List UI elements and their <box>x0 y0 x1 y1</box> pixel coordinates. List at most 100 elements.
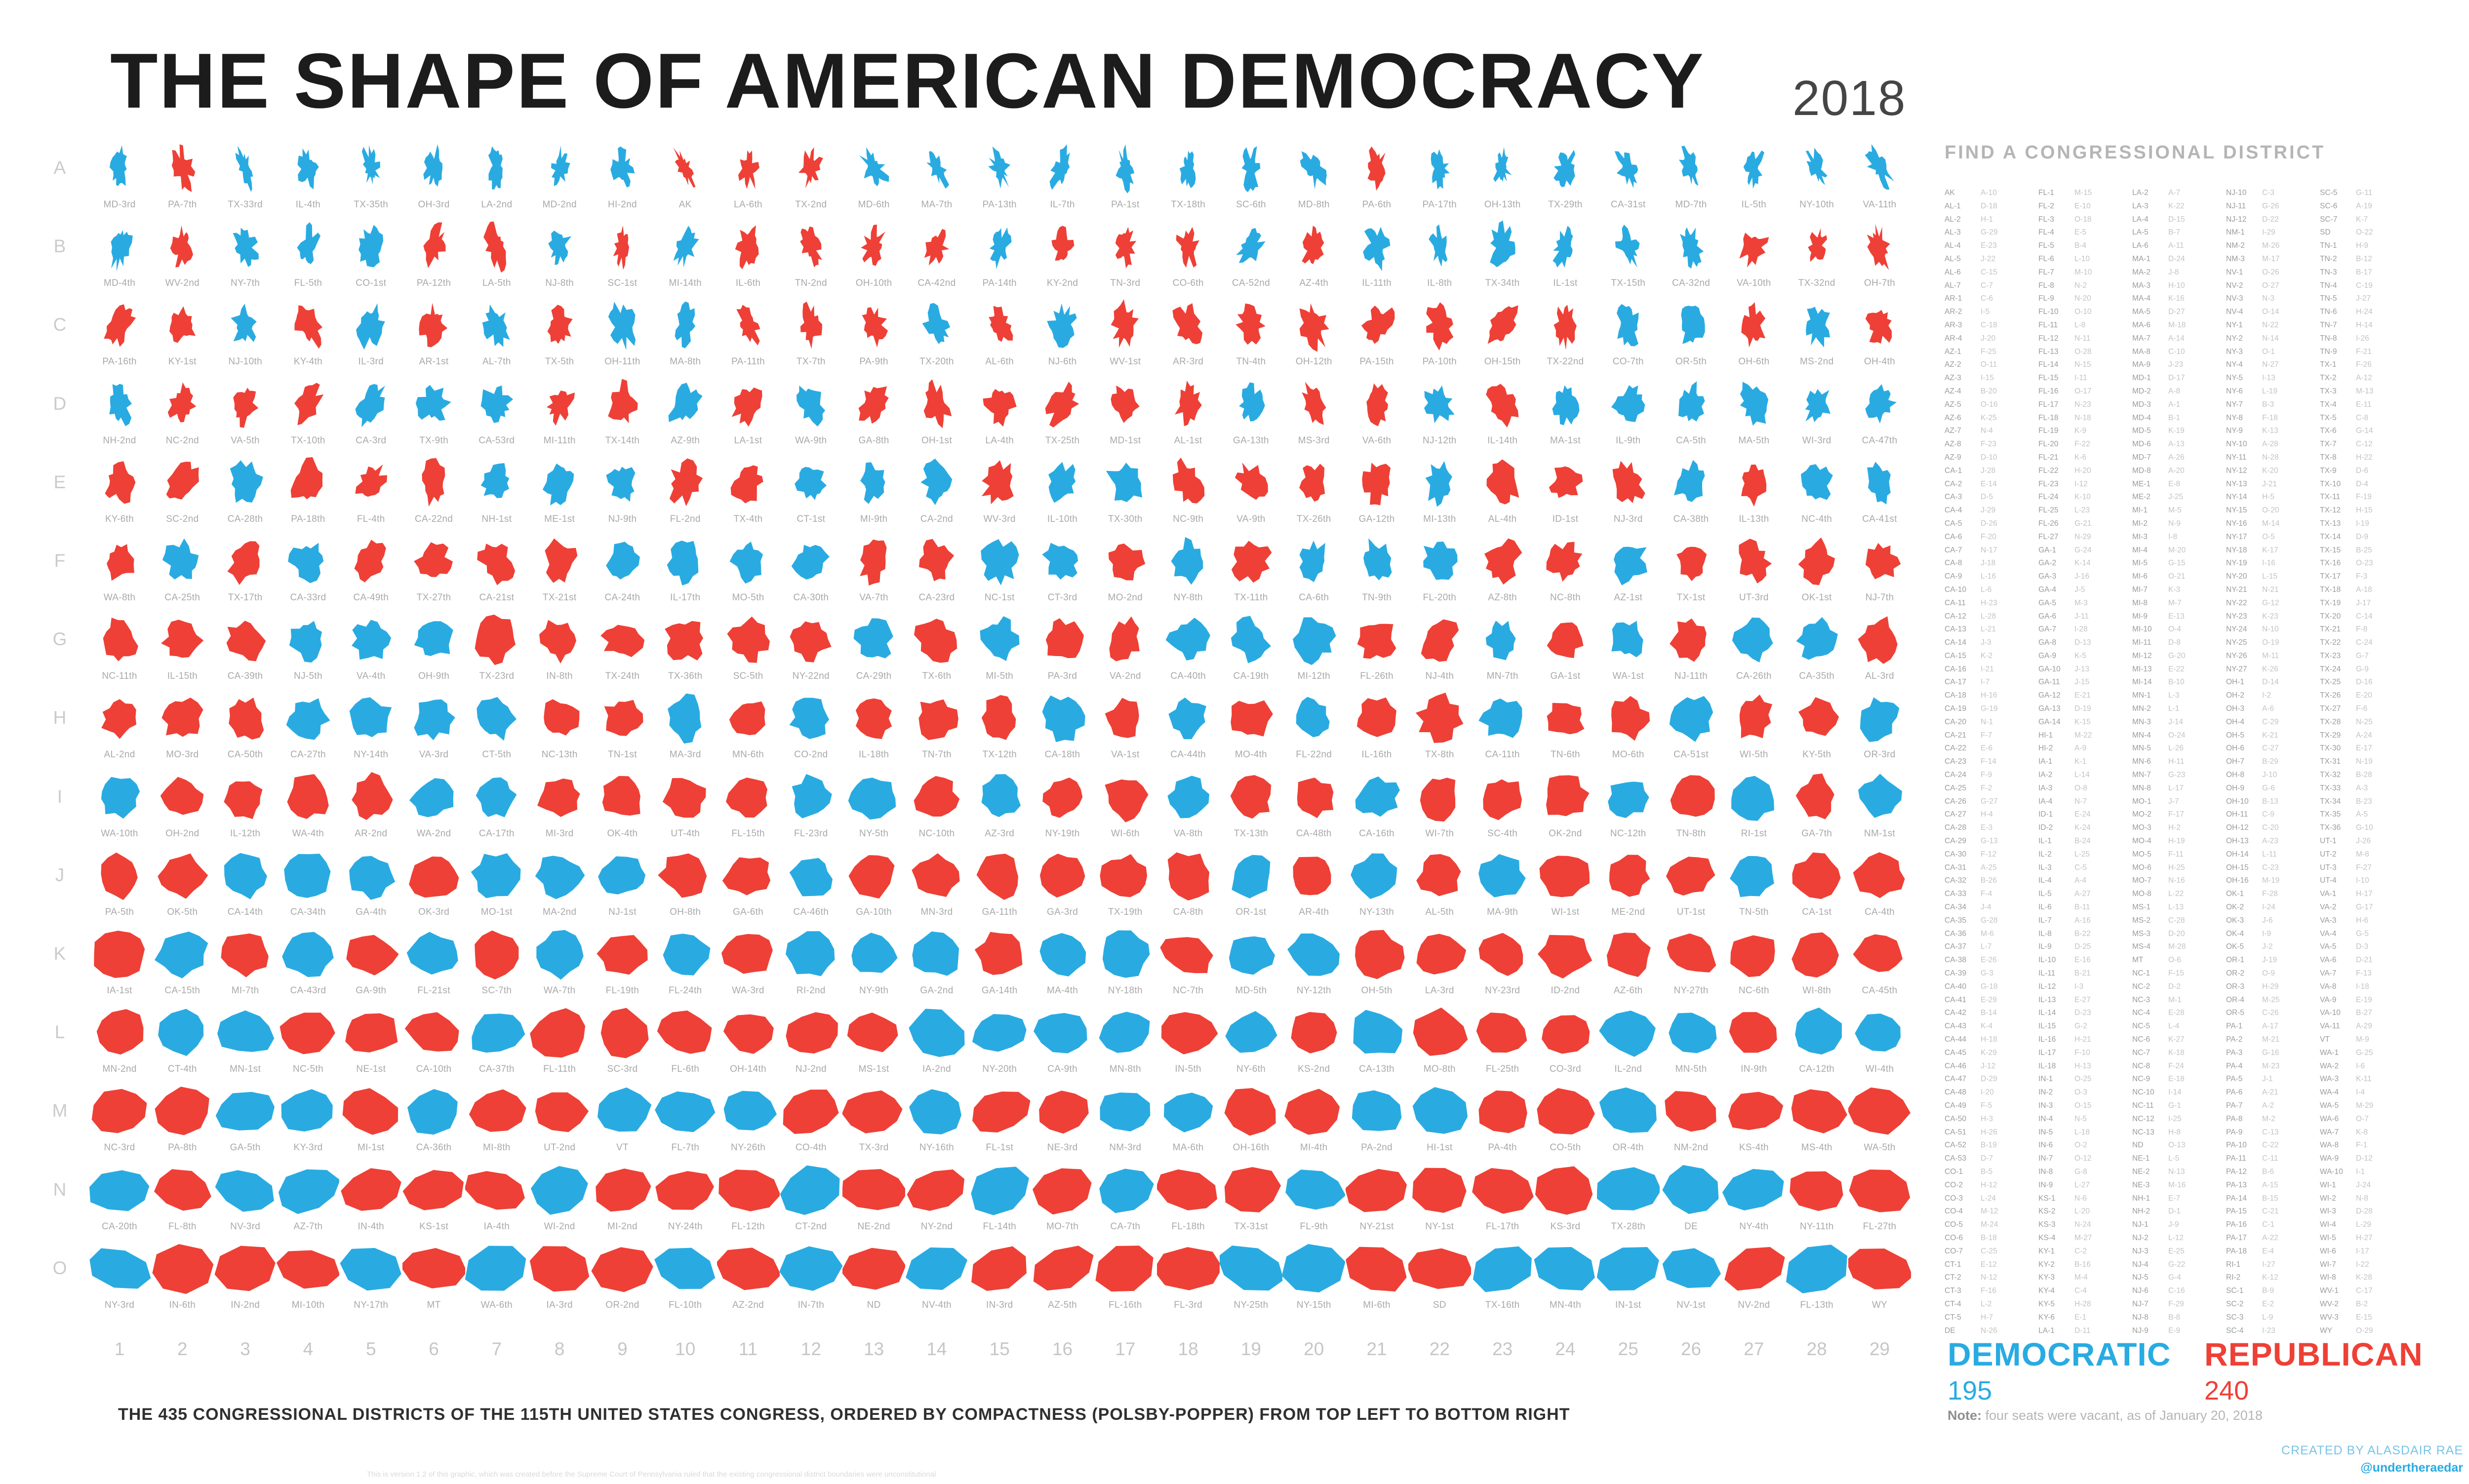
district-cell: CA-47th <box>1848 375 1911 446</box>
district-label: CA-53rd <box>478 435 515 446</box>
index-entry-district: OR-3 <box>2226 982 2245 991</box>
index-entry: WV-1 C-17 <box>2320 1287 2414 1300</box>
index-entry-ref: J-22 <box>1981 254 1996 263</box>
district-label: TX-22nd <box>1547 356 1584 367</box>
index-entry-district: NC-10 <box>2132 1088 2154 1097</box>
district-label: IL-15th <box>167 671 198 682</box>
index-entry-district: NY-20 <box>2226 572 2247 581</box>
index-entry-ref: L-10 <box>2074 254 2090 263</box>
district-shape <box>1853 852 1905 898</box>
district-cell: VA-4th <box>340 610 402 682</box>
district-cell: CO-2nd <box>780 689 842 760</box>
district-cell: GA-2nd <box>905 925 968 996</box>
index-entry: VA-4 G-5 <box>2320 930 2414 943</box>
district-shape <box>912 931 959 976</box>
index-entry-ref: G-20 <box>2168 651 2186 660</box>
index-entry: GA-14 K-15 <box>2038 718 2132 731</box>
district-cell: NJ-8th <box>528 217 591 289</box>
index-entry: OH-13 A-23 <box>2226 837 2320 850</box>
index-entry: CA-4 J-29 <box>1945 506 2038 519</box>
index-entry-district: CA-38 <box>1945 956 1966 965</box>
index-entry-district: KY-3 <box>2038 1273 2055 1282</box>
column-number: 27 <box>1744 1339 1764 1359</box>
district-label: IN-5th <box>1175 1064 1201 1075</box>
district-cell: TX-4th <box>717 453 779 525</box>
index-entry-ref: F-28 <box>2262 890 2278 898</box>
district-shape <box>282 932 334 977</box>
index-entry: OH-2 I-2 <box>2226 691 2320 704</box>
district-cell: NY-5th <box>842 768 905 839</box>
district-label: OH-13th <box>1484 199 1521 210</box>
district-shape <box>980 616 1020 662</box>
index-entry-ref: K-14 <box>2074 559 2091 568</box>
index-entry: NY-7 B-3 <box>2226 400 2320 414</box>
index-entry: AL-6 C-15 <box>1945 268 2038 281</box>
index-entry-ref: H-17 <box>2356 890 2373 898</box>
index-entry: IN-9 L-27 <box>2038 1181 2132 1194</box>
district-label: PA-15th <box>1359 356 1394 367</box>
index-entry-ref: B-21 <box>2074 969 2091 978</box>
district-cell: MA-4th <box>1031 925 1094 996</box>
index-entry: MI-2 N-9 <box>2132 519 2226 533</box>
index-entry: OR-5 C-26 <box>2226 1009 2320 1022</box>
index-entry-district: IN-5 <box>2038 1128 2053 1136</box>
index-entry-ref: C-4 <box>2074 1287 2087 1295</box>
index-entry-ref: F-9 <box>1981 771 1992 780</box>
index-entry-ref: G-14 <box>2356 427 2373 435</box>
district-shape <box>471 853 521 898</box>
district-label: NC-8th <box>1550 592 1581 603</box>
index-entry-district: CA-48 <box>1945 1088 1966 1097</box>
index-entry: MD-3 A-1 <box>2132 400 2226 414</box>
district-cell: NJ-3rd <box>1597 453 1660 525</box>
index-entry-ref: K-2 <box>1981 651 1993 660</box>
district-label: NY-14th <box>354 749 389 760</box>
district-shape <box>1549 466 1583 498</box>
index-entry-ref: G-28 <box>1981 916 1998 925</box>
index-entry: KS-1 N-6 <box>2038 1194 2132 1208</box>
index-entry-ref: M-1 <box>2168 995 2182 1004</box>
index-entry: TX-4 E-11 <box>2320 400 2414 414</box>
index-entry-ref: A-25 <box>1981 863 1997 872</box>
index-entry-district: PA-1 <box>2226 1022 2243 1031</box>
district-label: MN-3rd <box>920 906 953 917</box>
district-cell: CA-36th <box>402 1082 465 1153</box>
district-shape <box>920 458 953 505</box>
index-entry: MD-7 A-26 <box>2132 453 2226 467</box>
district-shape <box>1293 857 1331 896</box>
index-entry: OH-7 B-29 <box>2226 757 2320 771</box>
district-shape <box>1478 933 1523 976</box>
district-label: KY-5th <box>1802 749 1832 760</box>
index-entry-district: TX-17 <box>2320 572 2341 581</box>
district-cell: GA-13th <box>1220 375 1282 446</box>
index-entry-district: RI-1 <box>2226 1260 2241 1269</box>
district-shape <box>1542 1015 1590 1054</box>
index-entry-district: WA-6 <box>2320 1114 2339 1123</box>
index-entry-district: FL-25 <box>2038 506 2059 515</box>
index-entry-ref: M-24 <box>1981 1220 1998 1229</box>
index-entry: NY-2 N-14 <box>2226 334 2320 348</box>
index-entry: TX-10 D-4 <box>2320 480 2414 493</box>
index-entry-district: PA-4 <box>2226 1061 2243 1070</box>
district-label: NY-25th <box>1234 1299 1269 1310</box>
district-label: OH-4th <box>1864 356 1895 367</box>
index-entry: FL-3 O-18 <box>2038 215 2132 229</box>
index-entry: NY-15 O-20 <box>2226 506 2320 519</box>
index-entry: IL-7 A-16 <box>2038 916 2132 930</box>
index-entry-ref: H-12 <box>1981 1180 1997 1189</box>
index-entry-ref: K-17 <box>2262 546 2278 554</box>
index-entry-ref: E-13 <box>2168 612 2185 621</box>
index-entry: FL-1 M-15 <box>2038 189 2132 202</box>
district-cell: NY-12th <box>1282 925 1345 996</box>
index-entry-district: NJ-1 <box>2132 1220 2149 1229</box>
index-entry: FL-14 N-15 <box>2038 360 2132 374</box>
index-entry-district: FL-23 <box>2038 479 2059 488</box>
district-shape <box>1867 461 1891 505</box>
district-label: NY-19th <box>1045 828 1080 839</box>
index-entry-ref: K-3 <box>2168 585 2181 594</box>
index-entry-ref: N-28 <box>2262 453 2279 462</box>
district-shape <box>658 853 707 898</box>
district-cell: MO-8th <box>1408 1003 1471 1075</box>
district-shape <box>358 225 383 268</box>
index-entry-district: CA-49 <box>1945 1101 1966 1110</box>
district-shape <box>1042 777 1083 818</box>
